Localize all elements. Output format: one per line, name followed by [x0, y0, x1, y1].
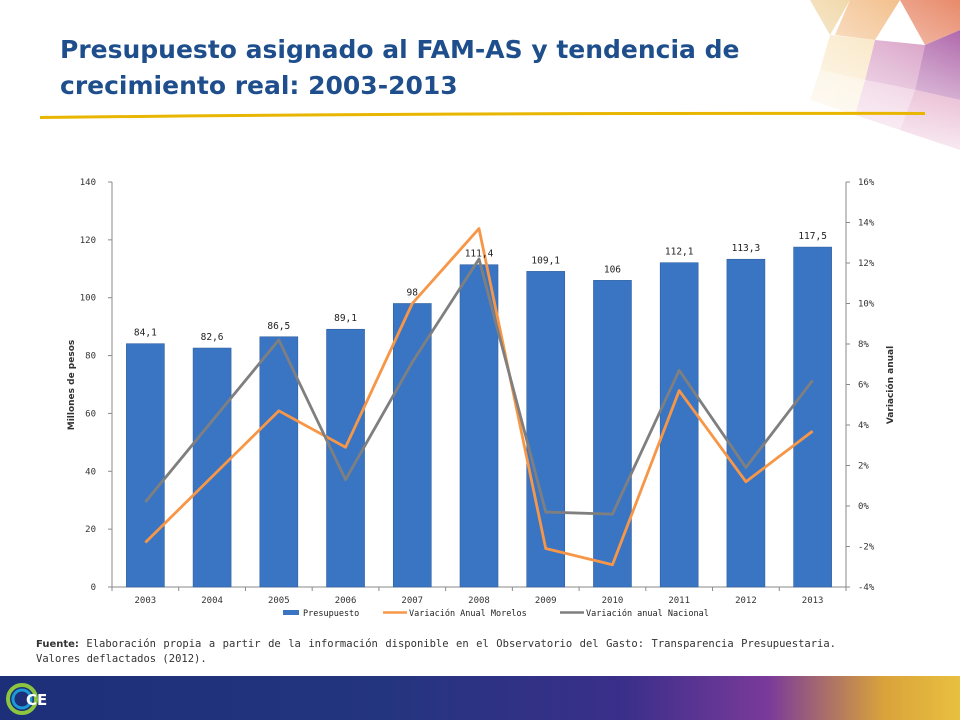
y-tick-label: 40: [85, 467, 96, 477]
x-tick-label: 2003: [135, 596, 157, 606]
legend-label: Variación Anual Morelos: [409, 608, 527, 619]
x-tick-label: 2006: [335, 596, 357, 606]
y2-tick-label: 12%: [858, 259, 875, 269]
bar: [593, 280, 632, 588]
bar: [326, 328, 365, 588]
bar-data-label: 84,1: [134, 328, 157, 339]
y2-tick-label: 16%: [858, 178, 875, 188]
y2-tick-label: 2%: [858, 462, 869, 472]
bar: [659, 262, 699, 588]
bar: [126, 343, 165, 588]
bar: [192, 347, 232, 588]
legend-swatch: [283, 610, 299, 615]
bar-data-label: 89,1: [334, 313, 357, 324]
y-tick-label: 140: [80, 178, 96, 188]
x-tick-label: 2010: [602, 596, 624, 606]
y2-tick-label: 4%: [858, 421, 869, 431]
bar-data-label: 113,3: [732, 243, 761, 254]
y2-tick-label: 0%: [858, 502, 869, 512]
y-tick-label: 0: [91, 583, 96, 593]
bar-data-label: 111,4: [465, 249, 494, 260]
bar-data-label: 86,5: [267, 321, 290, 332]
bar-series: [126, 246, 832, 588]
bar: [392, 303, 432, 588]
bar: [459, 264, 499, 588]
legend-label: Presupuesto: [303, 609, 359, 619]
x-tick-label: 2012: [735, 596, 757, 606]
y-axis-title: Millones de pesos: [67, 340, 77, 431]
bar-data-label: 82,6: [201, 332, 224, 343]
y2-tick-label: -4%: [858, 583, 875, 593]
x-tick-label: 2009: [535, 596, 557, 606]
bar: [259, 336, 299, 588]
bar-data-label: 117,5: [798, 231, 827, 242]
bar: [793, 246, 832, 588]
title-underline: [40, 111, 925, 119]
y2-axis-title: Variación anual: [885, 346, 896, 424]
x-tick-label: 2011: [668, 596, 690, 606]
data-labels: 84,1 82,6 86,5 89,1 98 111,4 109,1 106 112,1 113,…: [134, 231, 827, 343]
source-note: Fuente: Elaboración propia a partir de l…: [36, 637, 836, 667]
y2-tick-label: 10%: [858, 300, 875, 310]
line-nacional: [144, 257, 814, 516]
source-text: Elaboración propia a partir de la inform…: [36, 638, 836, 665]
decorative-hexagon-pattern: [660, 0, 960, 180]
y-tick-label: 120: [80, 236, 96, 246]
slide-title: Presupuesto asignado al FAM-AS y tendenc…: [60, 35, 740, 100]
chart-legend: Presupuesto Variación Anual Morelos Variac…: [283, 608, 709, 619]
x-tick-label: 2007: [401, 596, 423, 606]
legend-label: Variación anual Nacional: [586, 608, 709, 619]
ICE-logo-icon: CE: [6, 683, 47, 715]
bar: [726, 258, 766, 588]
y2-tick-label: 8%: [858, 340, 869, 350]
y-tick-label: 80: [85, 352, 96, 362]
y-tick-label: 100: [80, 294, 96, 304]
y-tick-label: 60: [85, 409, 96, 419]
bar-data-label: 106: [604, 264, 621, 275]
x-tick-label: 2004: [201, 596, 223, 606]
svg-text:CE: CE: [26, 691, 47, 709]
y-tick-label: 20: [85, 525, 96, 535]
y2-tick-label: 14%: [858, 219, 875, 229]
footer-bar: [0, 676, 960, 720]
bar-data-label: 98: [407, 288, 419, 299]
bar-data-label: 112,1: [665, 247, 694, 258]
x-tick-label: 2013: [802, 596, 824, 606]
bar-data-label: 109,1: [531, 255, 560, 266]
x-tick-label: 2008: [468, 596, 490, 606]
y2-tick-label: 6%: [858, 381, 869, 391]
bar: [526, 271, 566, 588]
x-tick-label: 2005: [268, 596, 290, 606]
source-label: Fuente:: [36, 639, 79, 650]
line-series: [144, 227, 814, 567]
y2-tick-label: -2%: [858, 543, 875, 553]
